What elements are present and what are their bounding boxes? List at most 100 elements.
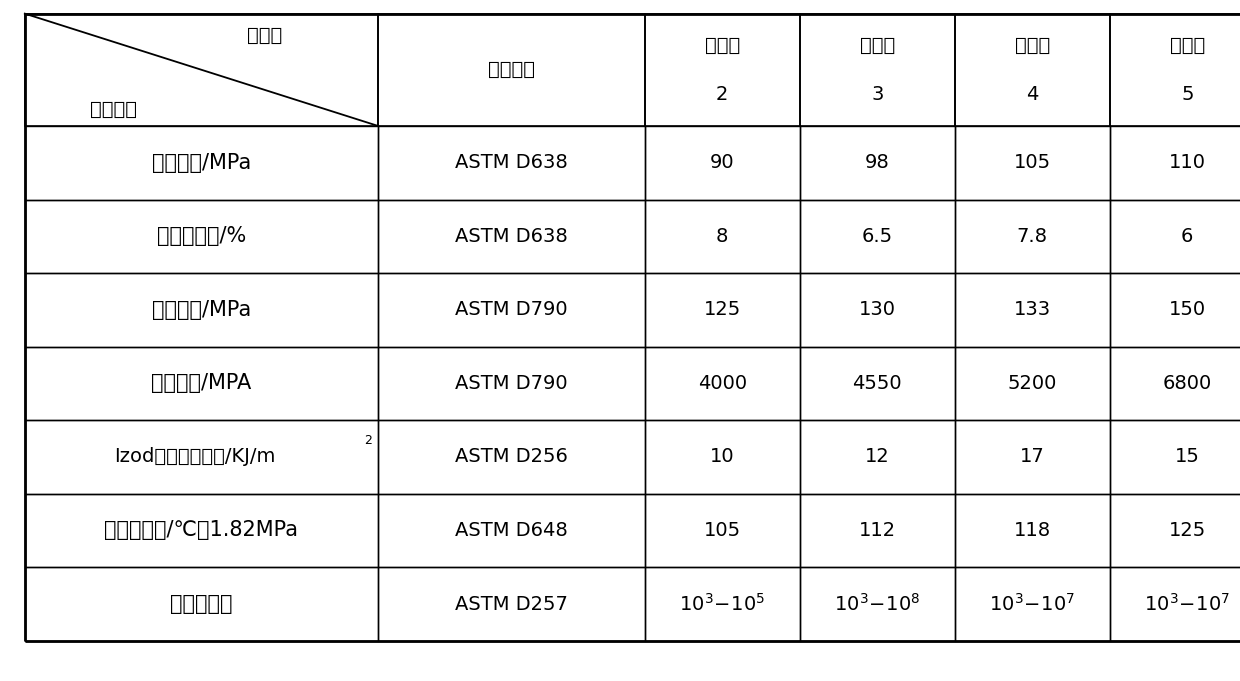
Text: 断裂伸长率/%: 断裂伸长率/% xyxy=(157,226,246,247)
Bar xyxy=(378,494,645,567)
Text: 12: 12 xyxy=(866,447,889,466)
Bar xyxy=(378,200,645,273)
Text: 133: 133 xyxy=(1014,300,1050,319)
Text: 实施例: 实施例 xyxy=(1014,35,1050,54)
Text: 实施例: 实施例 xyxy=(704,35,740,54)
Bar xyxy=(800,567,955,641)
Bar xyxy=(800,200,955,273)
Text: 10: 10 xyxy=(711,447,734,466)
Bar xyxy=(955,200,1110,273)
Bar xyxy=(25,420,378,494)
Text: 8: 8 xyxy=(717,227,728,246)
Bar xyxy=(378,14,645,126)
Text: 3: 3 xyxy=(872,85,883,104)
Bar xyxy=(645,126,800,200)
Text: $10^3\!-\!10^5$: $10^3\!-\!10^5$ xyxy=(680,593,765,615)
Text: 105: 105 xyxy=(1014,153,1050,172)
Text: 98: 98 xyxy=(866,153,889,172)
Bar xyxy=(800,126,955,200)
Bar xyxy=(645,494,800,567)
Text: 2: 2 xyxy=(717,85,728,104)
Text: 热变形温度/℃，1.82MPa: 热变形温度/℃，1.82MPa xyxy=(104,520,299,541)
Text: 110: 110 xyxy=(1169,153,1205,172)
Text: ASTM D638: ASTM D638 xyxy=(455,227,568,246)
Text: 17: 17 xyxy=(1021,447,1044,466)
Bar xyxy=(800,14,955,126)
Bar xyxy=(955,273,1110,347)
Text: 弯曲强度/MPa: 弯曲强度/MPa xyxy=(151,300,252,320)
Bar xyxy=(955,494,1110,567)
Bar xyxy=(1110,14,1240,126)
Bar xyxy=(25,273,378,347)
Bar xyxy=(645,200,800,273)
Bar xyxy=(800,273,955,347)
Text: 4550: 4550 xyxy=(852,374,903,393)
Text: $10^3\!-\!10^7$: $10^3\!-\!10^7$ xyxy=(1145,593,1230,615)
Bar xyxy=(645,273,800,347)
Text: 7.8: 7.8 xyxy=(1017,227,1048,246)
Text: $10^3\!-\!10^7$: $10^3\!-\!10^7$ xyxy=(990,593,1075,615)
Bar xyxy=(645,14,800,126)
Bar xyxy=(378,567,645,641)
Text: 实施例: 实施例 xyxy=(248,26,283,45)
Text: ASTM D790: ASTM D790 xyxy=(455,374,568,393)
Bar xyxy=(1110,126,1240,200)
Text: 6800: 6800 xyxy=(1163,374,1211,393)
Text: 5200: 5200 xyxy=(1008,374,1056,393)
Bar xyxy=(800,347,955,420)
Bar xyxy=(25,126,378,200)
Bar xyxy=(25,347,378,420)
Bar xyxy=(25,200,378,273)
Text: 150: 150 xyxy=(1169,300,1205,319)
Text: 4000: 4000 xyxy=(698,374,746,393)
Text: ASTM D790: ASTM D790 xyxy=(455,300,568,319)
Text: 6: 6 xyxy=(1182,227,1193,246)
Text: ASTM D638: ASTM D638 xyxy=(455,153,568,172)
Bar xyxy=(378,126,645,200)
Text: 112: 112 xyxy=(859,521,895,540)
Text: 性能指标: 性能指标 xyxy=(89,100,136,119)
Text: 118: 118 xyxy=(1014,521,1050,540)
Text: 6.5: 6.5 xyxy=(862,227,893,246)
Text: 弯曲模量/MPA: 弯曲模量/MPA xyxy=(151,373,252,394)
Bar xyxy=(378,420,645,494)
Bar xyxy=(645,420,800,494)
Text: ASTM D648: ASTM D648 xyxy=(455,521,568,540)
Text: 125: 125 xyxy=(703,300,742,319)
Text: 2: 2 xyxy=(365,434,372,447)
Bar xyxy=(1110,273,1240,347)
Bar xyxy=(1110,347,1240,420)
Text: 拉升强度/MPa: 拉升强度/MPa xyxy=(151,153,252,173)
Text: ASTM D256: ASTM D256 xyxy=(455,447,568,466)
Bar xyxy=(800,420,955,494)
Text: 4: 4 xyxy=(1027,85,1038,104)
Bar xyxy=(800,494,955,567)
Bar xyxy=(645,567,800,641)
Bar xyxy=(645,347,800,420)
Text: Izod缺口冲击强度/KJ/m: Izod缺口冲击强度/KJ/m xyxy=(114,447,277,466)
Bar xyxy=(25,494,378,567)
Bar xyxy=(955,14,1110,126)
Bar xyxy=(955,126,1110,200)
Text: ASTM D257: ASTM D257 xyxy=(455,595,568,614)
Text: $10^3\!-\!10^8$: $10^3\!-\!10^8$ xyxy=(835,593,920,615)
Text: 实施例: 实施例 xyxy=(859,35,895,54)
Bar xyxy=(1110,567,1240,641)
Bar xyxy=(1110,494,1240,567)
Text: 130: 130 xyxy=(859,300,895,319)
Bar xyxy=(378,273,645,347)
Bar xyxy=(25,567,378,641)
Bar xyxy=(955,567,1110,641)
Bar xyxy=(25,14,378,126)
Bar xyxy=(378,347,645,420)
Text: 90: 90 xyxy=(711,153,734,172)
Bar xyxy=(955,420,1110,494)
Text: 表面电阻率: 表面电阻率 xyxy=(170,594,233,614)
Text: 5: 5 xyxy=(1180,85,1194,104)
Bar xyxy=(1110,420,1240,494)
Text: 125: 125 xyxy=(1168,521,1207,540)
Bar xyxy=(955,347,1110,420)
Text: 15: 15 xyxy=(1174,447,1200,466)
Text: 检验标准: 检验标准 xyxy=(489,61,534,79)
Bar xyxy=(1110,200,1240,273)
